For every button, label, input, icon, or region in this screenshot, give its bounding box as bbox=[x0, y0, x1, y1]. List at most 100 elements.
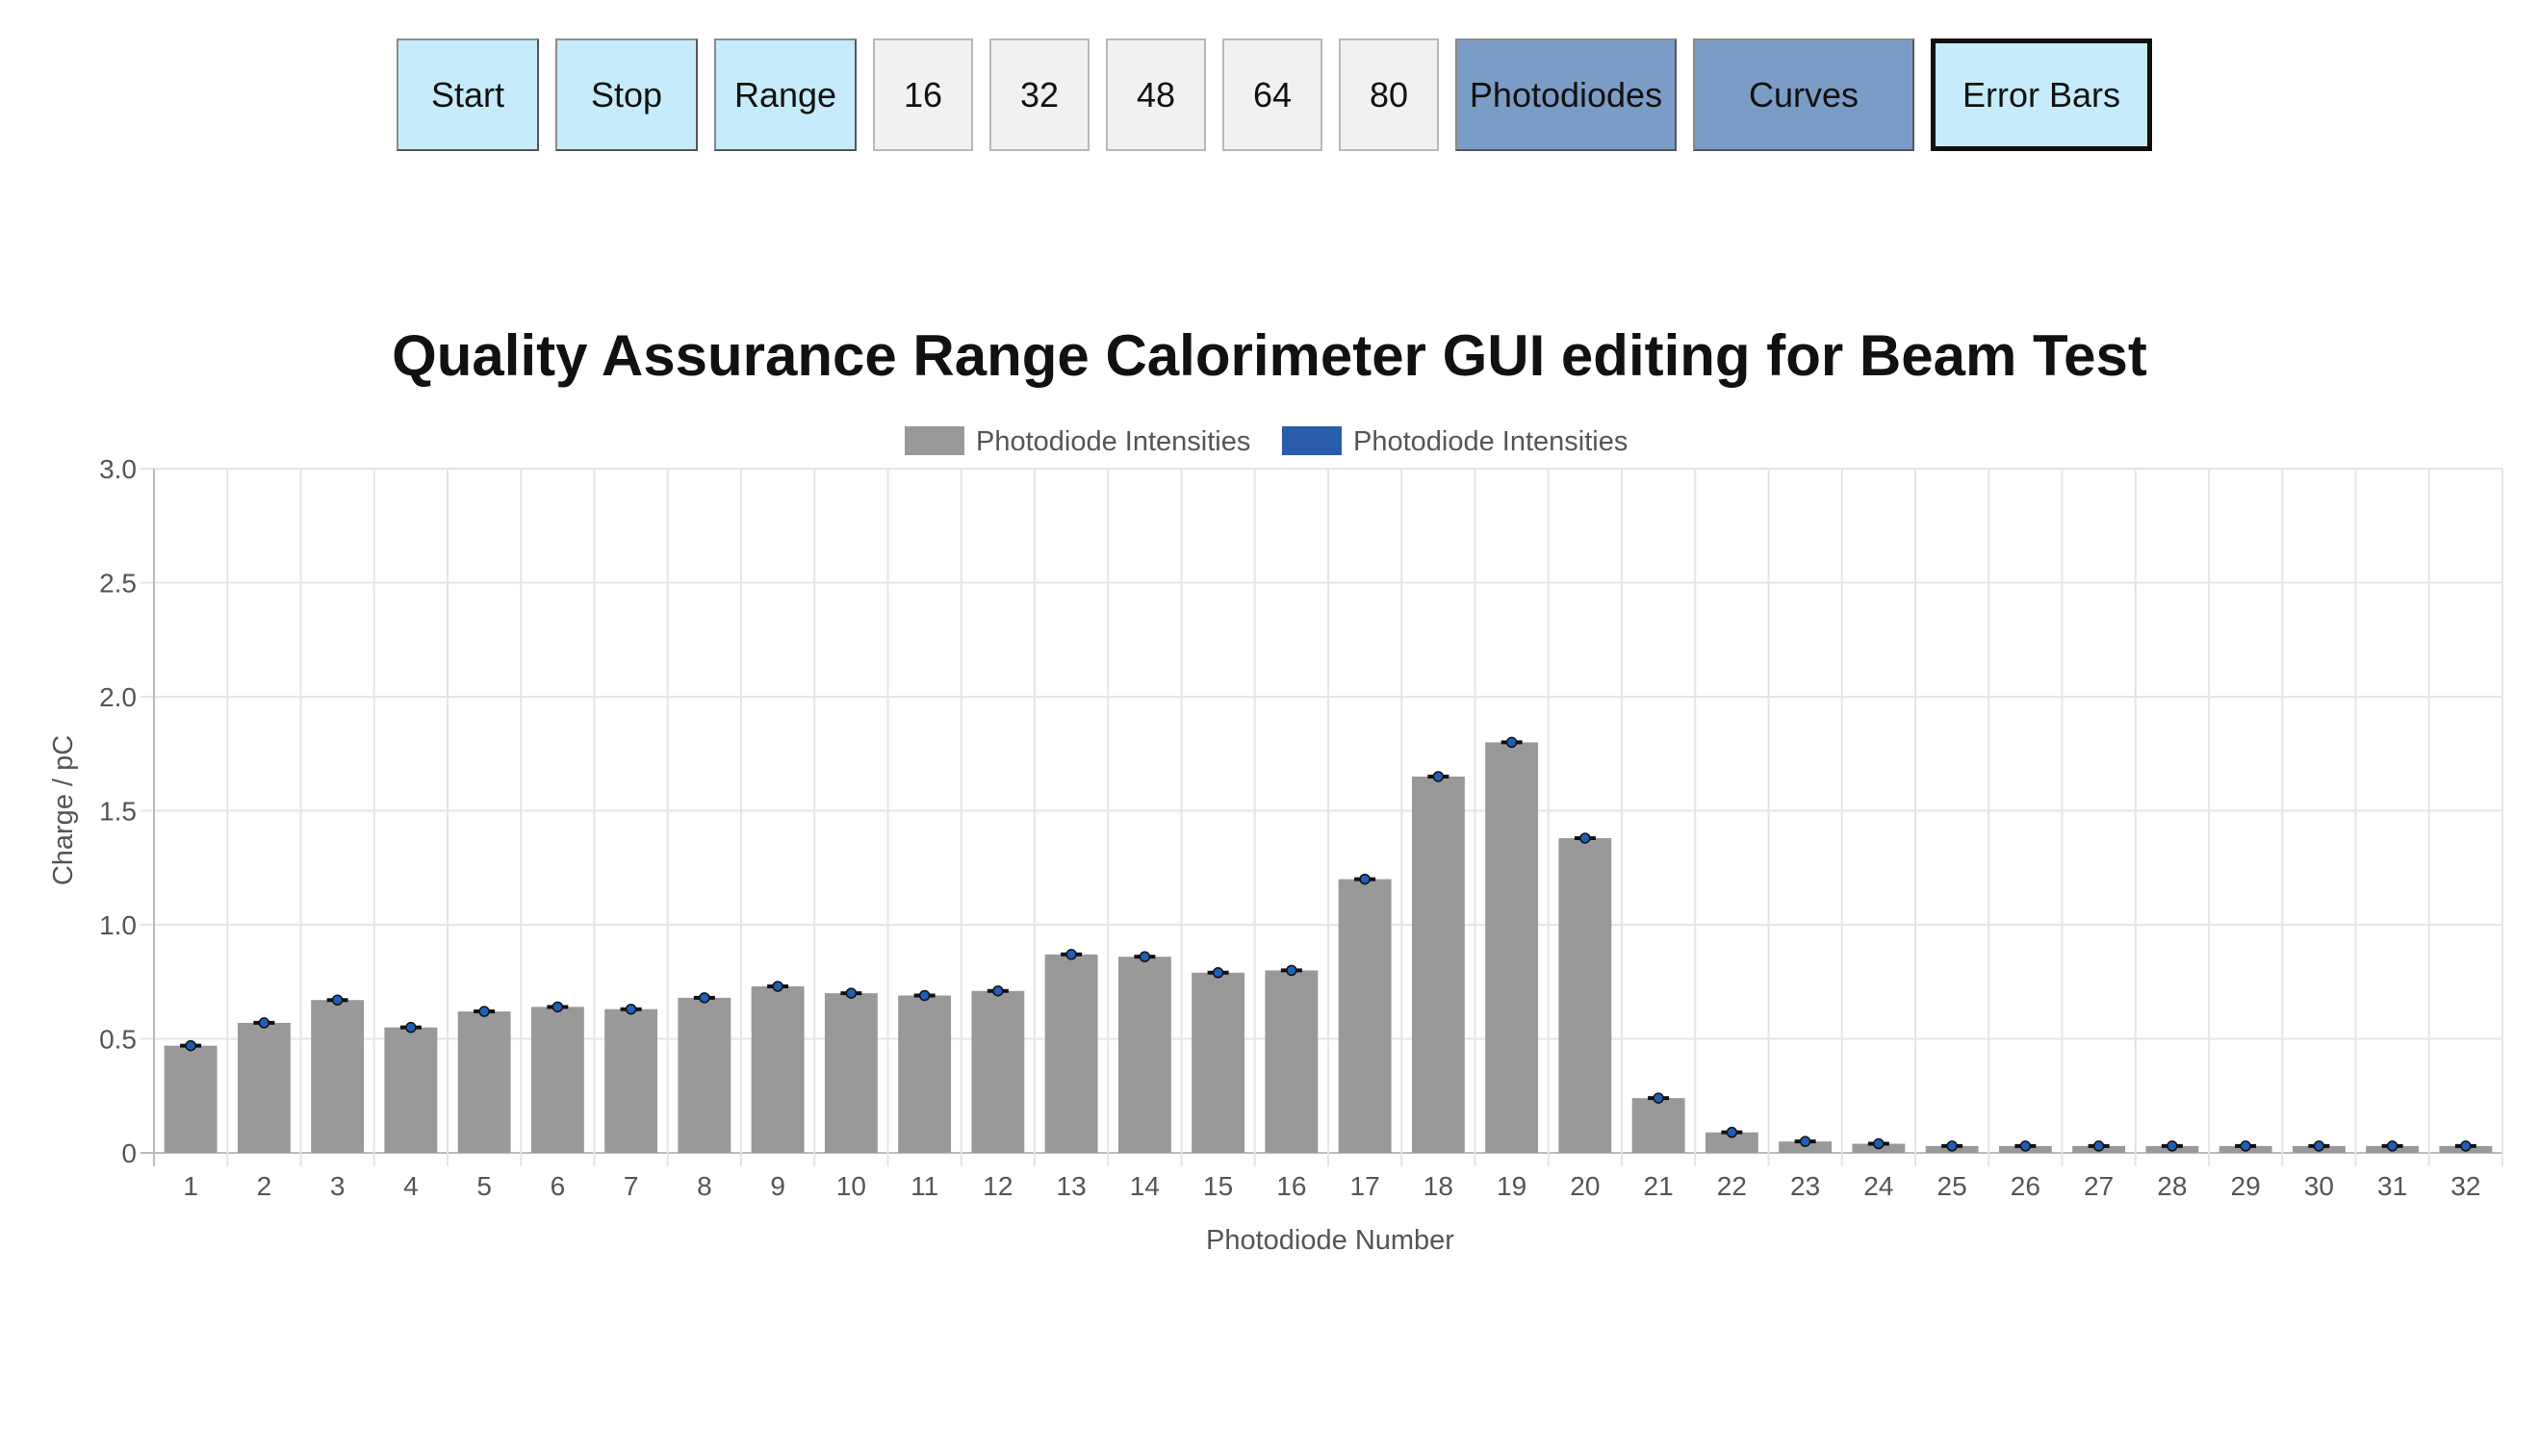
x-tick-label: 28 bbox=[2157, 1171, 2187, 1201]
x-tick-label: 25 bbox=[1937, 1171, 1967, 1201]
legend: Photodiode Intensities Photodiode Intensi… bbox=[905, 426, 1628, 457]
bar-photodiode-16 bbox=[1265, 970, 1319, 1153]
legend-item: Photodiode Intensities bbox=[905, 426, 1250, 457]
error-bar-15 bbox=[1207, 967, 1229, 979]
y-tick-label: 2.0 bbox=[99, 682, 137, 712]
48-button[interactable]: 48 bbox=[1106, 38, 1206, 151]
bar-photodiode-2 bbox=[237, 1022, 291, 1153]
error-bar-25 bbox=[1941, 1140, 1963, 1152]
bar-photodiode-12 bbox=[971, 990, 1025, 1153]
bar-photodiode-10 bbox=[824, 993, 878, 1153]
x-tick-label: 1 bbox=[183, 1171, 198, 1201]
legend-label: Photodiode Intensities bbox=[1353, 426, 1628, 457]
error-bar-1 bbox=[180, 1039, 202, 1052]
bar-photodiode-1 bbox=[164, 1045, 218, 1153]
error-bar-21 bbox=[1648, 1092, 1670, 1104]
bars bbox=[164, 742, 2493, 1153]
bar-photodiode-8 bbox=[678, 997, 731, 1153]
error-bar-5 bbox=[474, 1006, 496, 1017]
y-tick-label: 2.5 bbox=[99, 569, 137, 599]
80-button[interactable]: 80 bbox=[1339, 38, 1439, 151]
x-tick-label: 13 bbox=[1057, 1171, 1087, 1201]
error-bar-19 bbox=[1500, 736, 1523, 749]
x-tick-label: 30 bbox=[2304, 1171, 2334, 1201]
bar-photodiode-21 bbox=[1631, 1098, 1685, 1153]
error-bar-4 bbox=[399, 1021, 422, 1034]
error-bar-17 bbox=[1354, 873, 1376, 885]
bar-photodiode-14 bbox=[1117, 957, 1171, 1153]
toolbar: Start Stop Range 16 32 48 64 80 Photodiodes Curve… bbox=[397, 38, 2152, 151]
curves-button[interactable]: Curves bbox=[1693, 38, 1914, 151]
x-tick-label: 6 bbox=[551, 1171, 566, 1201]
x-tick-label: 32 bbox=[2450, 1171, 2480, 1201]
x-tick-label: 26 bbox=[2011, 1171, 2040, 1201]
bar-photodiode-20 bbox=[1558, 837, 1612, 1153]
x-tick-label: 7 bbox=[624, 1171, 639, 1201]
legend-swatch bbox=[905, 426, 964, 455]
x-tick-label: 29 bbox=[2231, 1171, 2261, 1201]
error-bar-22 bbox=[1721, 1126, 1743, 1138]
error-bar-2 bbox=[253, 1017, 275, 1029]
y-tick-label: 1.5 bbox=[99, 797, 137, 827]
photodiodes-button[interactable]: Photodiodes bbox=[1455, 38, 1677, 151]
error-bar-14 bbox=[1134, 951, 1156, 962]
bar-photodiode-3 bbox=[311, 1000, 365, 1153]
64-button[interactable]: 64 bbox=[1222, 38, 1322, 151]
error-bar-13 bbox=[1061, 949, 1083, 960]
legend-item: Photodiode Intensities bbox=[1282, 426, 1628, 457]
x-tick-label: 24 bbox=[1863, 1171, 1893, 1201]
x-tick-label: 12 bbox=[983, 1171, 1013, 1201]
y-tick-label: 1.0 bbox=[99, 910, 137, 940]
x-tick-label: 9 bbox=[770, 1171, 785, 1201]
y-tick-label: 0.5 bbox=[99, 1025, 137, 1055]
error-bar-26 bbox=[2014, 1140, 2037, 1152]
error-bar-20 bbox=[1574, 832, 1596, 844]
error-bar-9 bbox=[767, 981, 789, 992]
error-bar-24 bbox=[1867, 1137, 1889, 1150]
error-bar-6 bbox=[547, 1001, 569, 1013]
error-bar-3 bbox=[326, 994, 348, 1006]
x-tick-label: 27 bbox=[2084, 1171, 2114, 1201]
x-axis-title: Photodiode Number bbox=[1206, 1225, 1454, 1256]
error-bar-31 bbox=[2381, 1140, 2403, 1152]
x-tick-label: 2 bbox=[257, 1171, 272, 1201]
bar-photodiode-23 bbox=[1779, 1141, 1833, 1153]
legend-swatch bbox=[1282, 426, 1342, 455]
error-bar-8 bbox=[693, 992, 715, 1004]
legend-label: Photodiode Intensities bbox=[976, 426, 1250, 457]
bar-photodiode-15 bbox=[1192, 972, 1245, 1153]
error-bar-30 bbox=[2308, 1140, 2330, 1152]
grid bbox=[141, 468, 2503, 1166]
bar-photodiode-7 bbox=[604, 1009, 658, 1153]
bar-photodiode-4 bbox=[384, 1027, 438, 1153]
chart-title: Quality Assurance Range Calorimeter GUI … bbox=[392, 323, 2147, 388]
bar-photodiode-5 bbox=[457, 1011, 511, 1153]
axes: 00.51.01.52.02.53.01 2 3 4 5 6 7 8 9 10 11 12 13 14 15… bbox=[99, 454, 2480, 1201]
x-tick-label: 17 bbox=[1350, 1171, 1380, 1201]
bar-photodiode-19 bbox=[1485, 742, 1539, 1153]
bar-photodiode-17 bbox=[1338, 879, 1392, 1153]
x-tick-label: 23 bbox=[1790, 1171, 1820, 1201]
error-bar-27 bbox=[2088, 1140, 2110, 1152]
bar-photodiode-11 bbox=[898, 995, 952, 1153]
x-tick-label: 5 bbox=[476, 1171, 492, 1201]
32-button[interactable]: 32 bbox=[989, 38, 1090, 151]
error-bars-button[interactable]: Error Bars bbox=[1931, 38, 2152, 151]
x-tick-label: 4 bbox=[403, 1171, 419, 1201]
x-tick-label: 14 bbox=[1130, 1171, 1160, 1201]
error-bars bbox=[180, 736, 2476, 1152]
x-tick-label: 15 bbox=[1203, 1171, 1233, 1201]
bar-photodiode-22 bbox=[1705, 1132, 1758, 1153]
y-axis-title: Charge / pC bbox=[48, 735, 79, 885]
y-tick-label: 0 bbox=[121, 1138, 137, 1168]
error-bar-18 bbox=[1427, 771, 1449, 782]
x-tick-label: 10 bbox=[836, 1171, 866, 1201]
stop-button[interactable]: Stop bbox=[555, 38, 698, 151]
range-button[interactable]: Range bbox=[714, 38, 857, 151]
x-tick-label: 31 bbox=[2377, 1171, 2407, 1201]
16-button[interactable]: 16 bbox=[873, 38, 973, 151]
x-tick-label: 8 bbox=[697, 1171, 712, 1201]
x-tick-label: 3 bbox=[330, 1171, 346, 1201]
error-bar-29 bbox=[2235, 1140, 2257, 1152]
start-button[interactable]: Start bbox=[397, 38, 539, 151]
